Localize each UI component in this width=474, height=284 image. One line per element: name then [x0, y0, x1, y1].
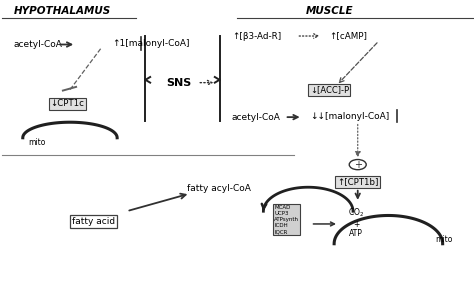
Text: fatty acyl-CoA: fatty acyl-CoA — [187, 184, 250, 193]
Text: acetyl-CoA: acetyl-CoA — [13, 40, 62, 49]
Text: acetyl-CoA: acetyl-CoA — [231, 113, 280, 122]
Text: fatty acid: fatty acid — [72, 217, 115, 225]
Text: ↑1[malonyl-CoA]: ↑1[malonyl-CoA] — [112, 39, 190, 48]
Text: CO$_2$
+
ATP: CO$_2$ + ATP — [348, 206, 365, 239]
Text: ↑[CPT1b]: ↑[CPT1b] — [337, 177, 378, 186]
Text: MUSCLE: MUSCLE — [306, 6, 353, 16]
Text: ↓↓[malonyl-CoA]: ↓↓[malonyl-CoA] — [310, 112, 390, 121]
Text: +: + — [354, 160, 362, 170]
Text: ↓CPT1c: ↓CPT1c — [51, 99, 84, 108]
Text: ↑[β3-Ad-R]: ↑[β3-Ad-R] — [233, 32, 282, 41]
Text: ↓[ACC]-P: ↓[ACC]-P — [310, 85, 349, 94]
Text: MCAD
UCP3
ATPsynth
ICDH
IQCR: MCAD UCP3 ATPsynth ICDH IQCR — [274, 205, 299, 234]
Text: HYPOTHALAMUS: HYPOTHALAMUS — [14, 6, 111, 16]
Text: ↑[cAMP]: ↑[cAMP] — [329, 32, 367, 41]
Text: mito: mito — [28, 137, 46, 147]
Text: SNS: SNS — [166, 78, 191, 88]
Text: mito: mito — [436, 235, 453, 244]
